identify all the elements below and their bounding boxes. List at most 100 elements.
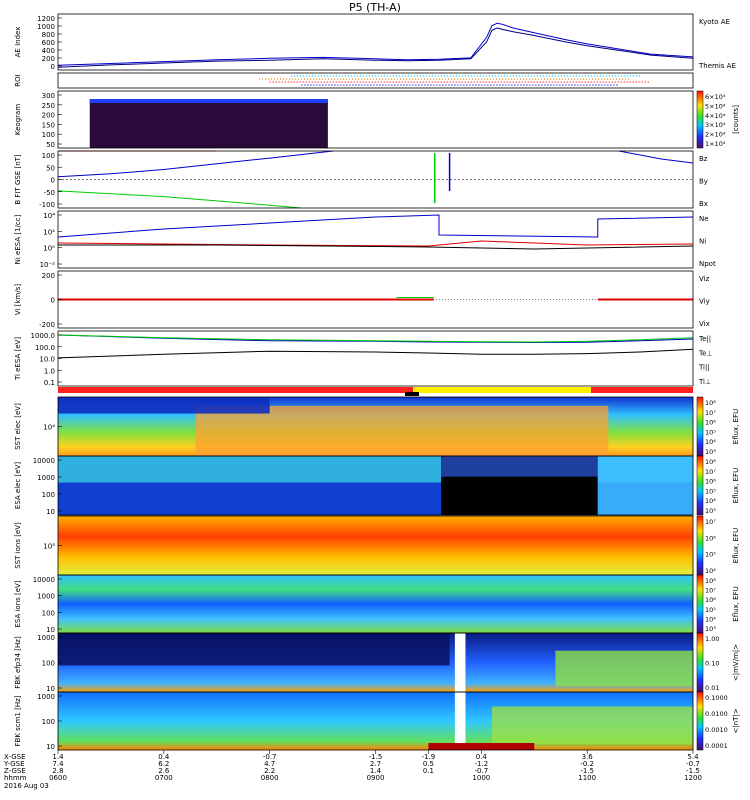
x-axis-row-label: X-GSE [4, 753, 26, 761]
fbk-b-red-band [428, 743, 535, 750]
keogram-colorbar-tick: 3×10⁴ [705, 121, 726, 129]
fbk_e-ytick: 100 [42, 660, 55, 668]
x-axis-y-gse: 6.2 [158, 760, 169, 768]
esa_i-colorbar-tick: 10⁶ [705, 596, 716, 604]
x-axis-time: 1100 [578, 774, 596, 782]
x-axis-y-gse: 2.7 [370, 760, 381, 768]
ae-ytick: 800 [42, 31, 55, 39]
temperature-ytick: 1.0 [44, 367, 55, 375]
keogram-colorbar [696, 90, 704, 149]
fbk_b-colorbar-tick: 0.1000 [705, 694, 728, 702]
bfield-ylabel: B FIT GSE [nT] [14, 154, 22, 205]
sst_i-spectrogram [58, 516, 693, 575]
temperature-ylabel: Ti eESA [eV] [14, 337, 22, 381]
x-axis-x-gse: 3.6 [582, 753, 594, 761]
sst_e-colorbar-tick: 10³ [705, 448, 716, 456]
fbk_b-ytick: 100 [42, 718, 55, 726]
panel-density: Ni eESA [1/cc] 10⁴ 10² 10⁰ 10⁻² Ne Ni Npot [14, 210, 716, 269]
density-ylabel: Ni eESA [1/cc] [14, 214, 22, 264]
ae-ytick: 200 [42, 55, 55, 63]
bfield-ytick: 100 [42, 152, 55, 160]
x-axis-time: 1200 [684, 774, 702, 782]
keogram-top-row [89, 99, 328, 103]
esa_e-frame [57, 455, 694, 516]
x-axis-z-gse: 1.4 [370, 767, 382, 775]
sst_i-colorbar-tick: 10⁴ [705, 567, 716, 575]
esa_i-colorbar-tick: 10⁵ [705, 606, 716, 614]
x-axis-z-gse: 2.8 [52, 767, 63, 775]
keogram-ytick: 300 [42, 92, 55, 100]
x-axis-y-gse: 4.7 [264, 760, 275, 768]
sst_e-colorbar-tick: 10⁶ [705, 419, 716, 427]
fbk-e-green-band [555, 650, 693, 687]
series-ti-par [57, 334, 694, 343]
esa-e-dropout-top [441, 456, 598, 477]
keogram-ytick: 250 [42, 102, 55, 110]
panel-roi: ROI [14, 72, 694, 89]
bfield-ytick: -100 [39, 201, 55, 209]
temperature-legend-entry: Ti⊥ [698, 378, 711, 386]
series-themis-ae [57, 27, 694, 68]
fbk_b-colorbar-tick: 0.0010 [705, 726, 728, 734]
fbk_b-ylabel: FBK scm1 [Hz] [14, 695, 22, 746]
sst_e-colorbar-tick: 10⁷ [705, 409, 716, 417]
panel-sst_i: SST ions [eV] 10⁵ 10⁷ 10⁶ 10⁵ 10⁴ Eflux, EFU [14, 515, 740, 576]
x-axis-time: 0600 [49, 774, 67, 782]
x-axis-x-gse: -1.9 [422, 753, 436, 761]
x-axis-row-label: hhmm [4, 774, 27, 782]
keogram-colorbar-tick: 6×10⁴ [705, 93, 726, 101]
esa_e-colorbar-tick: 10⁷ [705, 468, 716, 476]
bfield-right-blue [618, 150, 694, 164]
temperature-legend-entry: Ti|| [698, 364, 710, 372]
bfield-ytick: -50 [44, 189, 55, 197]
ae-legend-entry: Themis AE [698, 62, 736, 70]
esa_e-colorbar-tick: 10³ [705, 507, 716, 515]
ae-ytick: 400 [42, 47, 55, 55]
sst_e-ytick: 10⁴ [43, 424, 55, 432]
esa_i-ytick: 1000 [37, 593, 55, 601]
ae-legend-entry: Kyoto AE [699, 18, 730, 26]
keogram-ylabel: Keogram [14, 104, 22, 135]
plot-title: P5 (TH-A) [349, 1, 401, 14]
x-axis-z-gse: -1.5 [580, 767, 594, 775]
velocity-legend-entry: Viz [699, 275, 710, 283]
bfield-ytick: 0 [51, 177, 55, 185]
keogram-ytick: 200 [42, 112, 55, 120]
velocity-ytick: -200 [39, 321, 55, 329]
esa_i-colorbar-tick: 10⁴ [705, 615, 716, 623]
velocity-ytick: 200 [42, 272, 55, 280]
velocity-legend-entry: Viy [699, 298, 710, 306]
fbk_e-ytick: 1000 [37, 634, 55, 642]
esa_i-colorbar-label: Eflux, EFU [732, 586, 740, 621]
x-axis-x-gse: -1.5 [369, 753, 383, 761]
x-axis-y-gse: -0.7 [686, 760, 700, 768]
fbk_b-ytick: 1000 [37, 693, 55, 701]
x-axis-x-gse: 1.4 [52, 753, 64, 761]
esa_e-colorbar [696, 455, 704, 516]
x-axis-time: 0700 [155, 774, 173, 782]
quality-bar-black [405, 392, 419, 396]
fbk_b-colorbar-tick: 0.0001 [705, 742, 728, 750]
keogram-colorbar-tick: 1×10⁴ [705, 140, 726, 148]
quality-bar-red-right [591, 387, 693, 393]
esa_i-ytick: 10 [46, 626, 55, 634]
x-axis-x-gse: -0.7 [263, 753, 277, 761]
quality-bar-red-left [58, 387, 413, 393]
velocity-ytick: 0 [51, 297, 55, 305]
ae-ytick: 600 [42, 39, 55, 47]
sst_e-colorbar-tick: 10⁴ [705, 438, 716, 446]
keogram-colorbar-label: [counts] [732, 105, 740, 134]
series-by [57, 150, 334, 178]
fbk_e-colorbar-tick: 1.00 [705, 635, 719, 643]
ae-ytick: 1200 [37, 15, 55, 23]
series-npot [58, 244, 694, 250]
sst_e-ylabel: SST elec [eV] [14, 403, 22, 450]
x-axis-z-gse: -0.7 [474, 767, 488, 775]
density-ytick: 10⁰ [43, 245, 55, 253]
esa_e-colorbar-tick: 10⁸ [705, 458, 716, 466]
sst_i-ytick: 10⁵ [43, 543, 55, 551]
